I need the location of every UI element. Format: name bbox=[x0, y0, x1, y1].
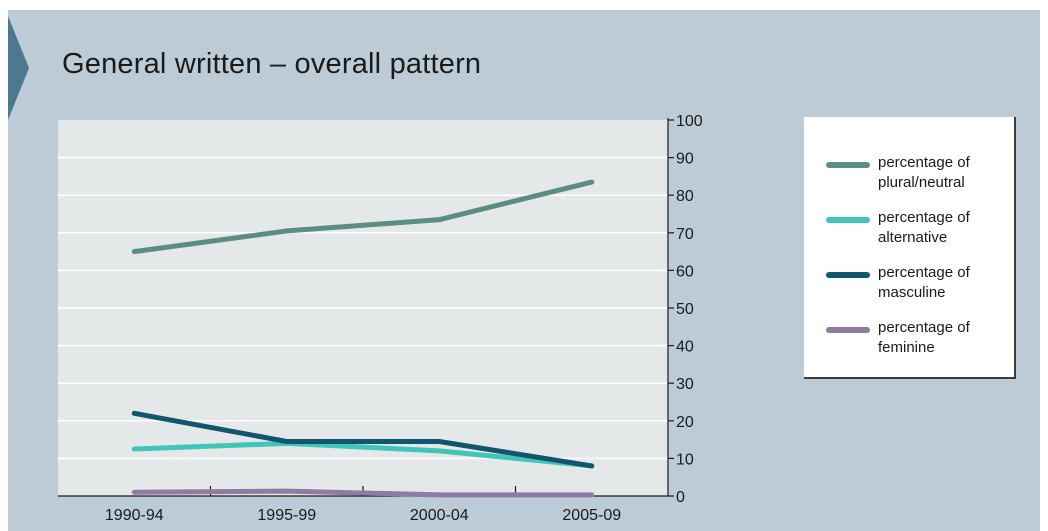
legend-swatch-plural-neutral bbox=[826, 162, 870, 168]
y-tick-label: 90 bbox=[676, 151, 694, 168]
chart-frame: General written – overall pattern 0 10 20 3… bbox=[8, 10, 1040, 531]
x-tick-label: 2005-09 bbox=[562, 507, 621, 524]
x-axis-tick-labels: 1990-94 1995-99 2000-04 2005-09 bbox=[105, 507, 621, 524]
legend-label-feminine: percentage of feminine bbox=[878, 319, 970, 356]
legend-item-alternative: percentage of alternative bbox=[826, 208, 1016, 256]
y-tick-label: 40 bbox=[676, 339, 694, 356]
legend-item-feminine: percentage of feminine bbox=[826, 318, 1016, 366]
y-axis-tick-labels: 0 10 20 30 40 50 60 70 80 90 100 bbox=[676, 113, 703, 506]
y-tick-label: 70 bbox=[676, 226, 694, 243]
series-line-plural-neutral bbox=[131, 179, 595, 255]
y-tick-label: 0 bbox=[676, 489, 685, 506]
x-tick-label: 1990-94 bbox=[105, 507, 164, 524]
y-tick-label: 30 bbox=[676, 376, 694, 393]
series-line-alternative bbox=[131, 440, 595, 469]
series-line-masculine bbox=[131, 410, 595, 469]
chart-title: General written – overall pattern bbox=[62, 48, 482, 80]
series-lines bbox=[131, 179, 595, 498]
y-tick-label: 100 bbox=[676, 113, 703, 130]
x-tick-label: 2000-04 bbox=[410, 507, 469, 524]
legend: percentage of plural/neutral percentage o… bbox=[804, 117, 1016, 379]
legend-label-alternative: percentage of alternative bbox=[878, 209, 970, 246]
legend-swatch-masculine bbox=[826, 272, 870, 278]
gridlines bbox=[58, 156, 668, 460]
legend-item-masculine: percentage of masculine bbox=[826, 263, 1016, 311]
x-tick-label: 1995-99 bbox=[257, 507, 316, 524]
series-line-feminine bbox=[131, 488, 595, 498]
corner-tab-marker bbox=[8, 16, 29, 120]
y-tick-label: 60 bbox=[676, 263, 694, 280]
legend-label-masculine: percentage of masculine bbox=[878, 264, 970, 301]
legend-label-plural-neutral: percentage of plural/neutral bbox=[878, 154, 970, 191]
legend-swatch-alternative bbox=[826, 217, 870, 223]
y-tick-label: 50 bbox=[676, 301, 694, 318]
line-chart: 0 10 20 30 40 50 60 70 80 90 100 1990-94 1995-99 200… bbox=[58, 113, 703, 524]
legend-item-plural-neutral: percentage of plural/neutral bbox=[826, 153, 1016, 201]
y-tick-label: 80 bbox=[676, 188, 694, 205]
legend-swatch-feminine bbox=[826, 327, 870, 333]
y-tick-label: 10 bbox=[676, 451, 694, 468]
y-tick-label: 20 bbox=[676, 414, 694, 431]
